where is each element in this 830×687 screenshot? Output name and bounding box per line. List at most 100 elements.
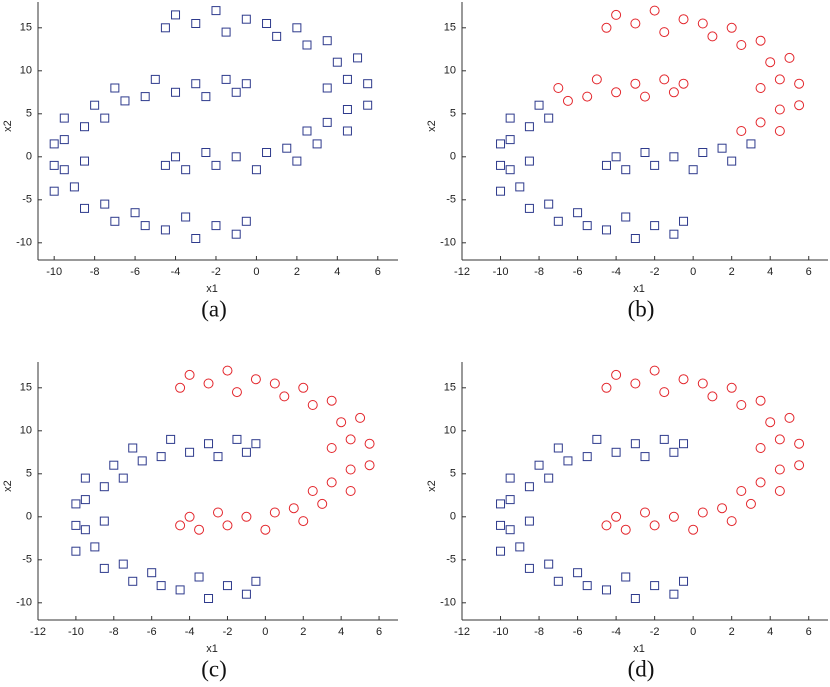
data-point <box>496 520 506 530</box>
data-point <box>544 199 554 209</box>
data-point <box>184 511 195 522</box>
data-point <box>630 378 641 389</box>
data-point <box>544 113 554 123</box>
data-point <box>534 460 544 470</box>
data-point <box>137 456 147 466</box>
data-point <box>678 14 689 25</box>
y-tick-label: 5 <box>450 468 456 480</box>
y-tick-label: -5 <box>446 554 456 566</box>
data-point <box>298 516 309 527</box>
data-point <box>175 520 186 531</box>
data-point <box>241 79 251 89</box>
y-axis-label: x2 <box>426 120 438 132</box>
x-tick-label: -2 <box>650 266 660 278</box>
data-point <box>221 27 231 37</box>
data-point <box>611 87 622 98</box>
data-point <box>156 452 166 462</box>
data-point <box>99 563 109 573</box>
data-point <box>679 439 689 449</box>
x-tick-label: 4 <box>338 626 344 638</box>
data-point <box>241 216 251 226</box>
x-tick-label: 2 <box>300 626 306 638</box>
x-tick-label: 4 <box>334 266 340 278</box>
data-point <box>191 79 201 89</box>
data-point <box>130 208 140 218</box>
data-point <box>231 387 242 398</box>
data-point <box>659 27 670 38</box>
data-point <box>659 74 670 85</box>
data-point <box>185 447 195 457</box>
y-tick-label: -10 <box>440 597 456 609</box>
data-point <box>322 36 332 46</box>
data-point <box>678 78 689 89</box>
y-tick-label: 15 <box>444 382 456 394</box>
data-point <box>669 229 679 239</box>
data-point <box>505 135 515 145</box>
x-tick-label: -4 <box>171 266 181 278</box>
data-point <box>611 447 621 457</box>
data-point <box>649 365 660 376</box>
x-tick-label: 6 <box>376 626 382 638</box>
data-point <box>80 122 90 132</box>
data-point <box>601 22 612 33</box>
data-point <box>601 225 611 235</box>
x-axis-label: x1 <box>206 283 218 295</box>
y-tick-label: 10 <box>20 65 32 77</box>
y-tick-label: 0 <box>450 151 456 163</box>
data-point <box>649 5 660 16</box>
data-point <box>326 395 337 406</box>
data-point <box>241 447 251 457</box>
data-point <box>222 520 233 531</box>
data-point <box>166 434 176 444</box>
data-point <box>201 148 211 157</box>
x-tick-label: -2 <box>211 266 221 278</box>
caption: (c) <box>201 656 227 681</box>
data-point <box>160 23 170 33</box>
y-tick-label: 15 <box>444 22 456 34</box>
y-tick-label: -5 <box>22 554 32 566</box>
data-point <box>496 139 506 149</box>
data-point <box>679 576 689 586</box>
data-point <box>620 524 631 535</box>
data-point <box>355 412 366 423</box>
data-point <box>717 503 728 514</box>
data-point <box>640 148 650 157</box>
data-point <box>746 139 756 149</box>
data-point <box>204 594 214 603</box>
data-point <box>302 40 312 50</box>
data-point <box>317 498 328 509</box>
data-point <box>794 460 805 471</box>
data-point <box>544 559 554 569</box>
data-point <box>332 57 342 67</box>
x-tick-label: -4 <box>185 626 195 638</box>
data-point <box>736 486 747 496</box>
y-tick-label: -5 <box>446 194 456 206</box>
x-axis-label: x1 <box>633 283 645 295</box>
data-point <box>688 524 699 535</box>
data-point <box>80 203 90 213</box>
y-tick-label: -10 <box>16 597 32 609</box>
data-point <box>553 216 563 226</box>
data-point <box>745 498 756 509</box>
data-point <box>726 516 737 527</box>
data-point <box>345 464 356 475</box>
data-point <box>222 581 232 591</box>
data-point <box>71 499 81 509</box>
data-point <box>171 87 181 97</box>
data-point <box>496 546 506 556</box>
data-point <box>736 40 747 50</box>
y-tick-label: -10 <box>16 237 32 249</box>
y-axis-label: x2 <box>426 480 438 492</box>
data-point <box>582 581 592 591</box>
data-point <box>640 452 650 462</box>
data-point <box>784 52 795 63</box>
data-point <box>49 186 59 196</box>
data-point <box>630 78 641 89</box>
y-tick-label: 10 <box>444 425 456 437</box>
data-point <box>213 507 223 518</box>
x-tick-label: -12 <box>454 266 470 278</box>
data-point <box>109 460 119 470</box>
data-point <box>90 100 100 110</box>
data-point <box>181 212 191 222</box>
data-point <box>110 216 120 226</box>
